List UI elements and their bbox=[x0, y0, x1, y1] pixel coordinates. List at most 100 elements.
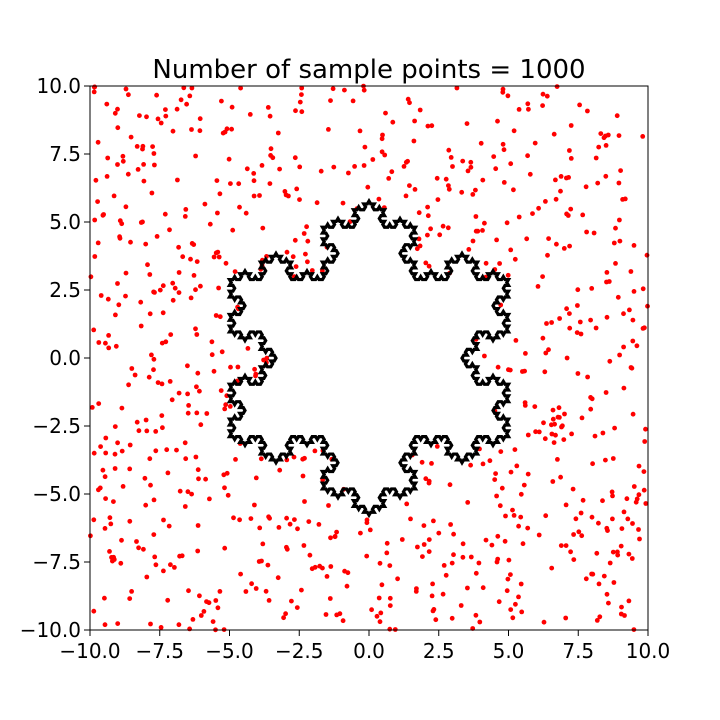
sample-point bbox=[346, 170, 351, 176]
sample-point bbox=[151, 497, 157, 503]
sample-point bbox=[238, 85, 244, 91]
sample-point bbox=[522, 368, 527, 374]
sample-point bbox=[337, 611, 343, 617]
sample-point bbox=[361, 87, 367, 93]
sample-point bbox=[592, 433, 598, 439]
sample-point bbox=[513, 338, 519, 343]
sample-point bbox=[423, 260, 429, 266]
koch-snowflake-curve bbox=[226, 197, 512, 519]
sample-point bbox=[135, 167, 141, 172]
sample-point bbox=[627, 307, 632, 313]
sample-point bbox=[575, 287, 581, 293]
sample-point bbox=[600, 498, 605, 504]
sample-point bbox=[157, 287, 163, 293]
sample-point bbox=[465, 585, 470, 591]
sample-point bbox=[614, 113, 620, 119]
sample-point bbox=[532, 404, 538, 409]
sample-point bbox=[573, 516, 579, 522]
sample-point bbox=[229, 126, 235, 132]
sample-point bbox=[264, 355, 270, 361]
sample-point bbox=[450, 164, 455, 169]
sample-point bbox=[518, 491, 524, 497]
sample-point bbox=[431, 518, 436, 524]
sample-point bbox=[127, 442, 133, 448]
sample-point bbox=[334, 529, 339, 535]
sample-point bbox=[542, 369, 548, 375]
sample-point bbox=[112, 451, 118, 457]
sample-point bbox=[532, 140, 538, 146]
sample-point bbox=[429, 461, 434, 466]
sample-point bbox=[207, 496, 212, 502]
sample-point bbox=[158, 120, 164, 126]
sample-point bbox=[436, 530, 442, 536]
sample-point bbox=[305, 238, 311, 244]
sample-point bbox=[106, 345, 112, 351]
sample-point bbox=[589, 286, 595, 291]
sample-point bbox=[350, 98, 356, 104]
sample-point bbox=[514, 463, 520, 469]
sample-point bbox=[153, 429, 159, 434]
sample-point bbox=[267, 181, 273, 187]
sample-point bbox=[136, 428, 142, 434]
sample-point bbox=[177, 553, 183, 559]
sample-point bbox=[399, 537, 405, 542]
sample-point bbox=[233, 457, 238, 462]
sample-point bbox=[603, 143, 609, 148]
sample-point bbox=[574, 330, 580, 335]
sample-point bbox=[585, 108, 590, 114]
sample-point bbox=[283, 192, 289, 198]
sample-point bbox=[112, 424, 118, 429]
sample-point bbox=[307, 552, 313, 558]
sample-point bbox=[622, 613, 627, 618]
sample-point bbox=[123, 204, 129, 210]
sample-point bbox=[236, 181, 242, 187]
sample-point bbox=[562, 411, 567, 417]
sample-point bbox=[421, 542, 427, 547]
sample-point bbox=[159, 340, 165, 346]
sample-point bbox=[568, 549, 573, 555]
sample-point bbox=[607, 560, 613, 566]
sample-point bbox=[91, 84, 97, 90]
sample-point bbox=[98, 293, 104, 298]
sample-point bbox=[419, 459, 425, 465]
sample-point bbox=[228, 181, 233, 187]
x-tick-label: −7.5 bbox=[135, 639, 184, 663]
sample-point bbox=[379, 582, 385, 588]
x-axis: −10.0 −7.5 −5.0 −2.5 0.0 2.5 5.0 7.5 10.0 bbox=[59, 630, 670, 663]
sample-point bbox=[588, 317, 593, 323]
sample-point bbox=[617, 352, 622, 358]
sample-point bbox=[631, 243, 637, 248]
sample-point bbox=[412, 118, 417, 124]
sample-point bbox=[244, 166, 250, 172]
sample-point bbox=[155, 116, 161, 122]
sample-point bbox=[98, 444, 103, 449]
sample-point bbox=[143, 502, 149, 508]
sample-point bbox=[268, 146, 274, 152]
sample-point bbox=[426, 480, 432, 486]
sample-point bbox=[465, 168, 471, 174]
sample-point bbox=[619, 526, 625, 531]
sample-point bbox=[159, 381, 165, 387]
sample-point bbox=[154, 92, 160, 98]
sample-point bbox=[259, 163, 265, 168]
sample-point bbox=[163, 113, 169, 119]
sample-point bbox=[180, 254, 186, 260]
sample-point bbox=[384, 550, 390, 556]
sample-point bbox=[593, 325, 599, 331]
sample-point bbox=[557, 316, 562, 321]
sample-point bbox=[551, 131, 557, 137]
sample-point bbox=[588, 406, 594, 412]
sample-point bbox=[642, 439, 648, 444]
sample-point bbox=[277, 166, 282, 172]
sample-point bbox=[265, 105, 271, 110]
sample-point bbox=[223, 260, 229, 266]
sample-point bbox=[480, 177, 486, 183]
x-tick-label: −10.0 bbox=[59, 639, 120, 663]
sample-point bbox=[113, 312, 118, 318]
sample-point bbox=[151, 367, 156, 373]
sample-point bbox=[127, 466, 133, 472]
sample-point bbox=[213, 250, 219, 256]
sample-point bbox=[575, 371, 581, 376]
sample-point bbox=[276, 525, 282, 530]
sample-point bbox=[215, 210, 220, 216]
